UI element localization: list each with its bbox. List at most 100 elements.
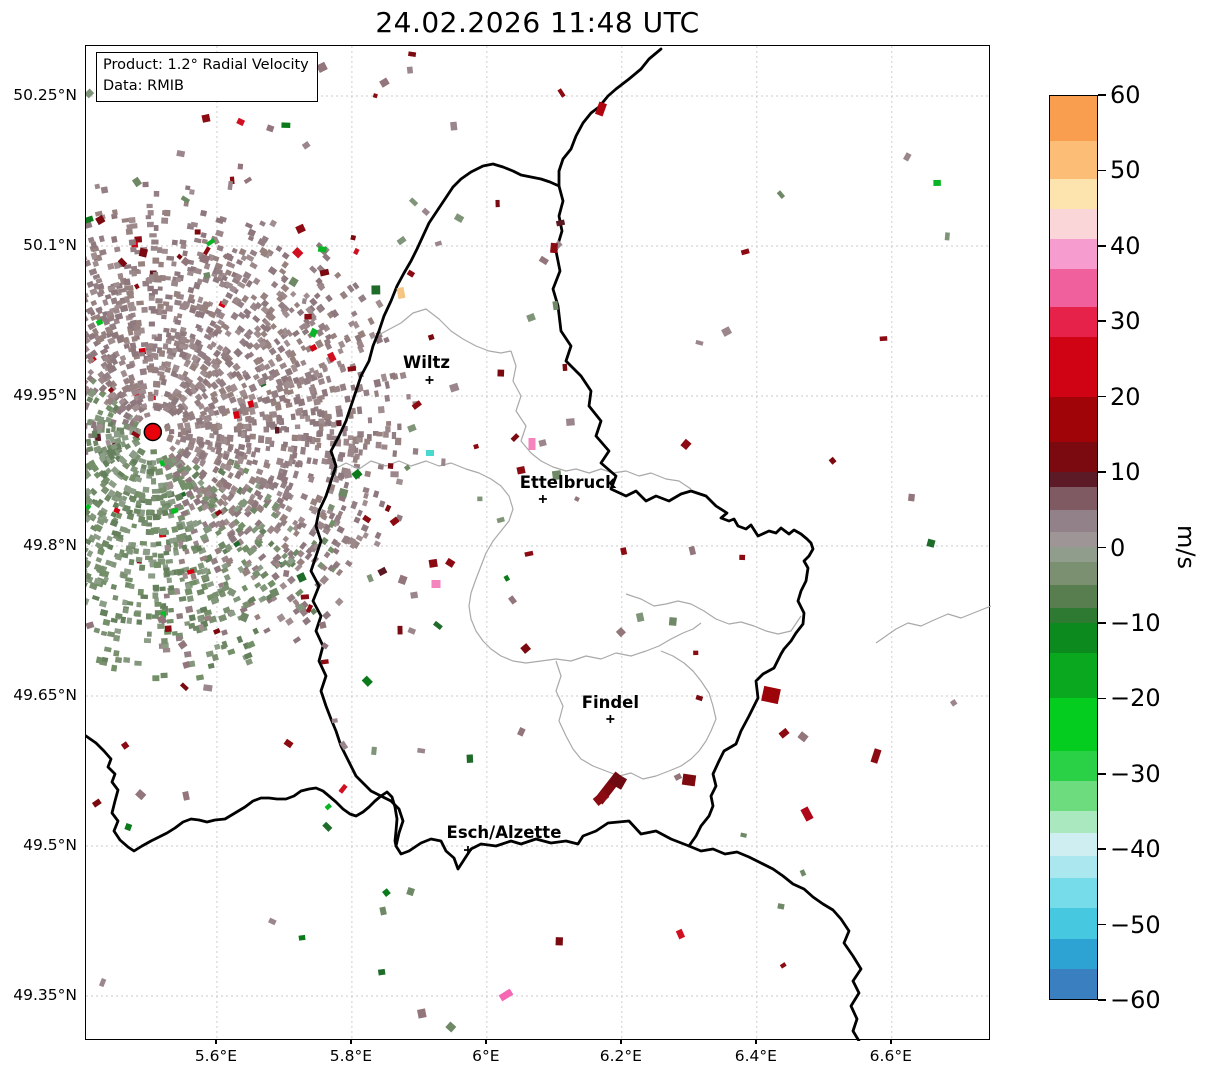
echo-bin bbox=[267, 540, 275, 548]
echo-bin bbox=[109, 518, 119, 528]
echo-bin bbox=[88, 268, 98, 276]
echo-bin bbox=[249, 249, 258, 257]
echo-bin bbox=[282, 535, 290, 543]
echo-bin bbox=[105, 362, 114, 371]
echo-bin bbox=[217, 541, 227, 550]
echo-bin bbox=[278, 291, 288, 301]
echo-bin bbox=[102, 355, 110, 362]
clutter-speck bbox=[308, 327, 319, 338]
echo-bin bbox=[362, 486, 370, 494]
echo-bin bbox=[117, 499, 126, 508]
echo-bin bbox=[211, 476, 219, 484]
echo-bin bbox=[186, 595, 194, 603]
echo-bin bbox=[313, 437, 321, 443]
echo-bin bbox=[279, 513, 289, 523]
colorbar-tick-mark bbox=[1098, 169, 1106, 172]
echo-bin bbox=[152, 675, 160, 682]
y-tick-label: 50.1°N bbox=[23, 236, 77, 254]
echo-bin bbox=[172, 347, 178, 354]
clutter-speck bbox=[449, 382, 460, 393]
clutter-speck bbox=[907, 493, 915, 502]
echo-bin bbox=[275, 521, 283, 530]
echo-bin bbox=[86, 473, 89, 481]
region-border bbox=[370, 308, 512, 354]
echo-bin bbox=[145, 529, 151, 535]
echo-bin bbox=[165, 332, 172, 338]
clutter-speck bbox=[445, 557, 456, 568]
echo-bin bbox=[193, 497, 202, 506]
colorbar-tick-label: −50 bbox=[1110, 910, 1161, 939]
echo-bin bbox=[297, 516, 306, 524]
echo-bin bbox=[180, 243, 187, 250]
echo-bin bbox=[161, 248, 168, 254]
echo-bin bbox=[182, 300, 191, 308]
echo-bin bbox=[172, 470, 181, 479]
echo-bin bbox=[86, 280, 95, 288]
echo-bin bbox=[378, 500, 386, 508]
clutter-speck bbox=[347, 365, 357, 372]
echo-bin bbox=[373, 378, 382, 388]
echo-bin bbox=[250, 294, 258, 301]
echo-bin bbox=[193, 267, 203, 275]
echo-bin bbox=[350, 500, 358, 510]
echo-bin bbox=[100, 485, 110, 495]
clutter-speck bbox=[427, 333, 435, 341]
clutter-speck bbox=[565, 418, 575, 426]
echo-bin bbox=[197, 403, 205, 410]
echo-bin bbox=[250, 525, 260, 534]
clutter-speck bbox=[524, 550, 534, 557]
echo-bin bbox=[146, 515, 153, 521]
echo-bin bbox=[343, 438, 350, 446]
clutter-speck bbox=[944, 232, 950, 241]
echo-bin bbox=[241, 584, 249, 592]
echo-bin bbox=[86, 487, 93, 497]
echo-bin bbox=[248, 383, 258, 393]
echo-bin bbox=[236, 635, 244, 644]
clutter-speck bbox=[194, 229, 201, 235]
radar-site bbox=[143, 422, 163, 442]
echo-bin bbox=[200, 582, 209, 591]
echo-bin bbox=[205, 381, 213, 389]
echo-bin bbox=[180, 469, 189, 478]
echo-bin bbox=[187, 286, 195, 294]
echo-bin bbox=[86, 292, 90, 299]
echo-bin bbox=[139, 467, 147, 475]
echo-bin bbox=[364, 470, 372, 478]
echo-bin bbox=[119, 390, 128, 399]
clutter-speck bbox=[237, 163, 244, 170]
clutter-speck bbox=[180, 195, 191, 204]
echo-bin bbox=[206, 581, 215, 588]
echo-bin bbox=[314, 339, 324, 349]
echo-bin bbox=[323, 551, 331, 559]
echo-bin bbox=[241, 369, 248, 376]
echo-bin bbox=[249, 261, 258, 270]
echo-bin bbox=[219, 591, 227, 598]
echo-bin bbox=[278, 268, 287, 276]
echo-bin bbox=[322, 610, 332, 620]
echo-bin bbox=[267, 306, 276, 314]
clutter-speck bbox=[351, 468, 363, 480]
echo-bin bbox=[226, 254, 234, 262]
clutter-speck bbox=[320, 659, 329, 665]
echo-bin bbox=[296, 308, 305, 317]
echo-bin bbox=[224, 543, 233, 552]
echo-bin bbox=[290, 413, 296, 421]
city-label: Findel bbox=[582, 693, 639, 712]
clutter-speck bbox=[408, 197, 419, 207]
echo-bin bbox=[240, 558, 248, 566]
echo-bin bbox=[343, 481, 350, 489]
echo-bin bbox=[399, 371, 407, 380]
echo-bin bbox=[377, 406, 385, 414]
echo-bin bbox=[130, 348, 138, 356]
echo-bin bbox=[198, 469, 208, 478]
echo-bin bbox=[86, 344, 90, 354]
echo-bin bbox=[337, 340, 346, 349]
clutter-speck bbox=[182, 791, 190, 801]
echo-bin bbox=[146, 460, 153, 466]
echo-bin bbox=[123, 423, 130, 430]
echo-bin bbox=[251, 564, 260, 572]
echo-bin bbox=[243, 652, 253, 660]
echo-bin bbox=[243, 340, 252, 350]
echo-bin bbox=[105, 416, 112, 423]
echo-bin bbox=[150, 542, 157, 548]
